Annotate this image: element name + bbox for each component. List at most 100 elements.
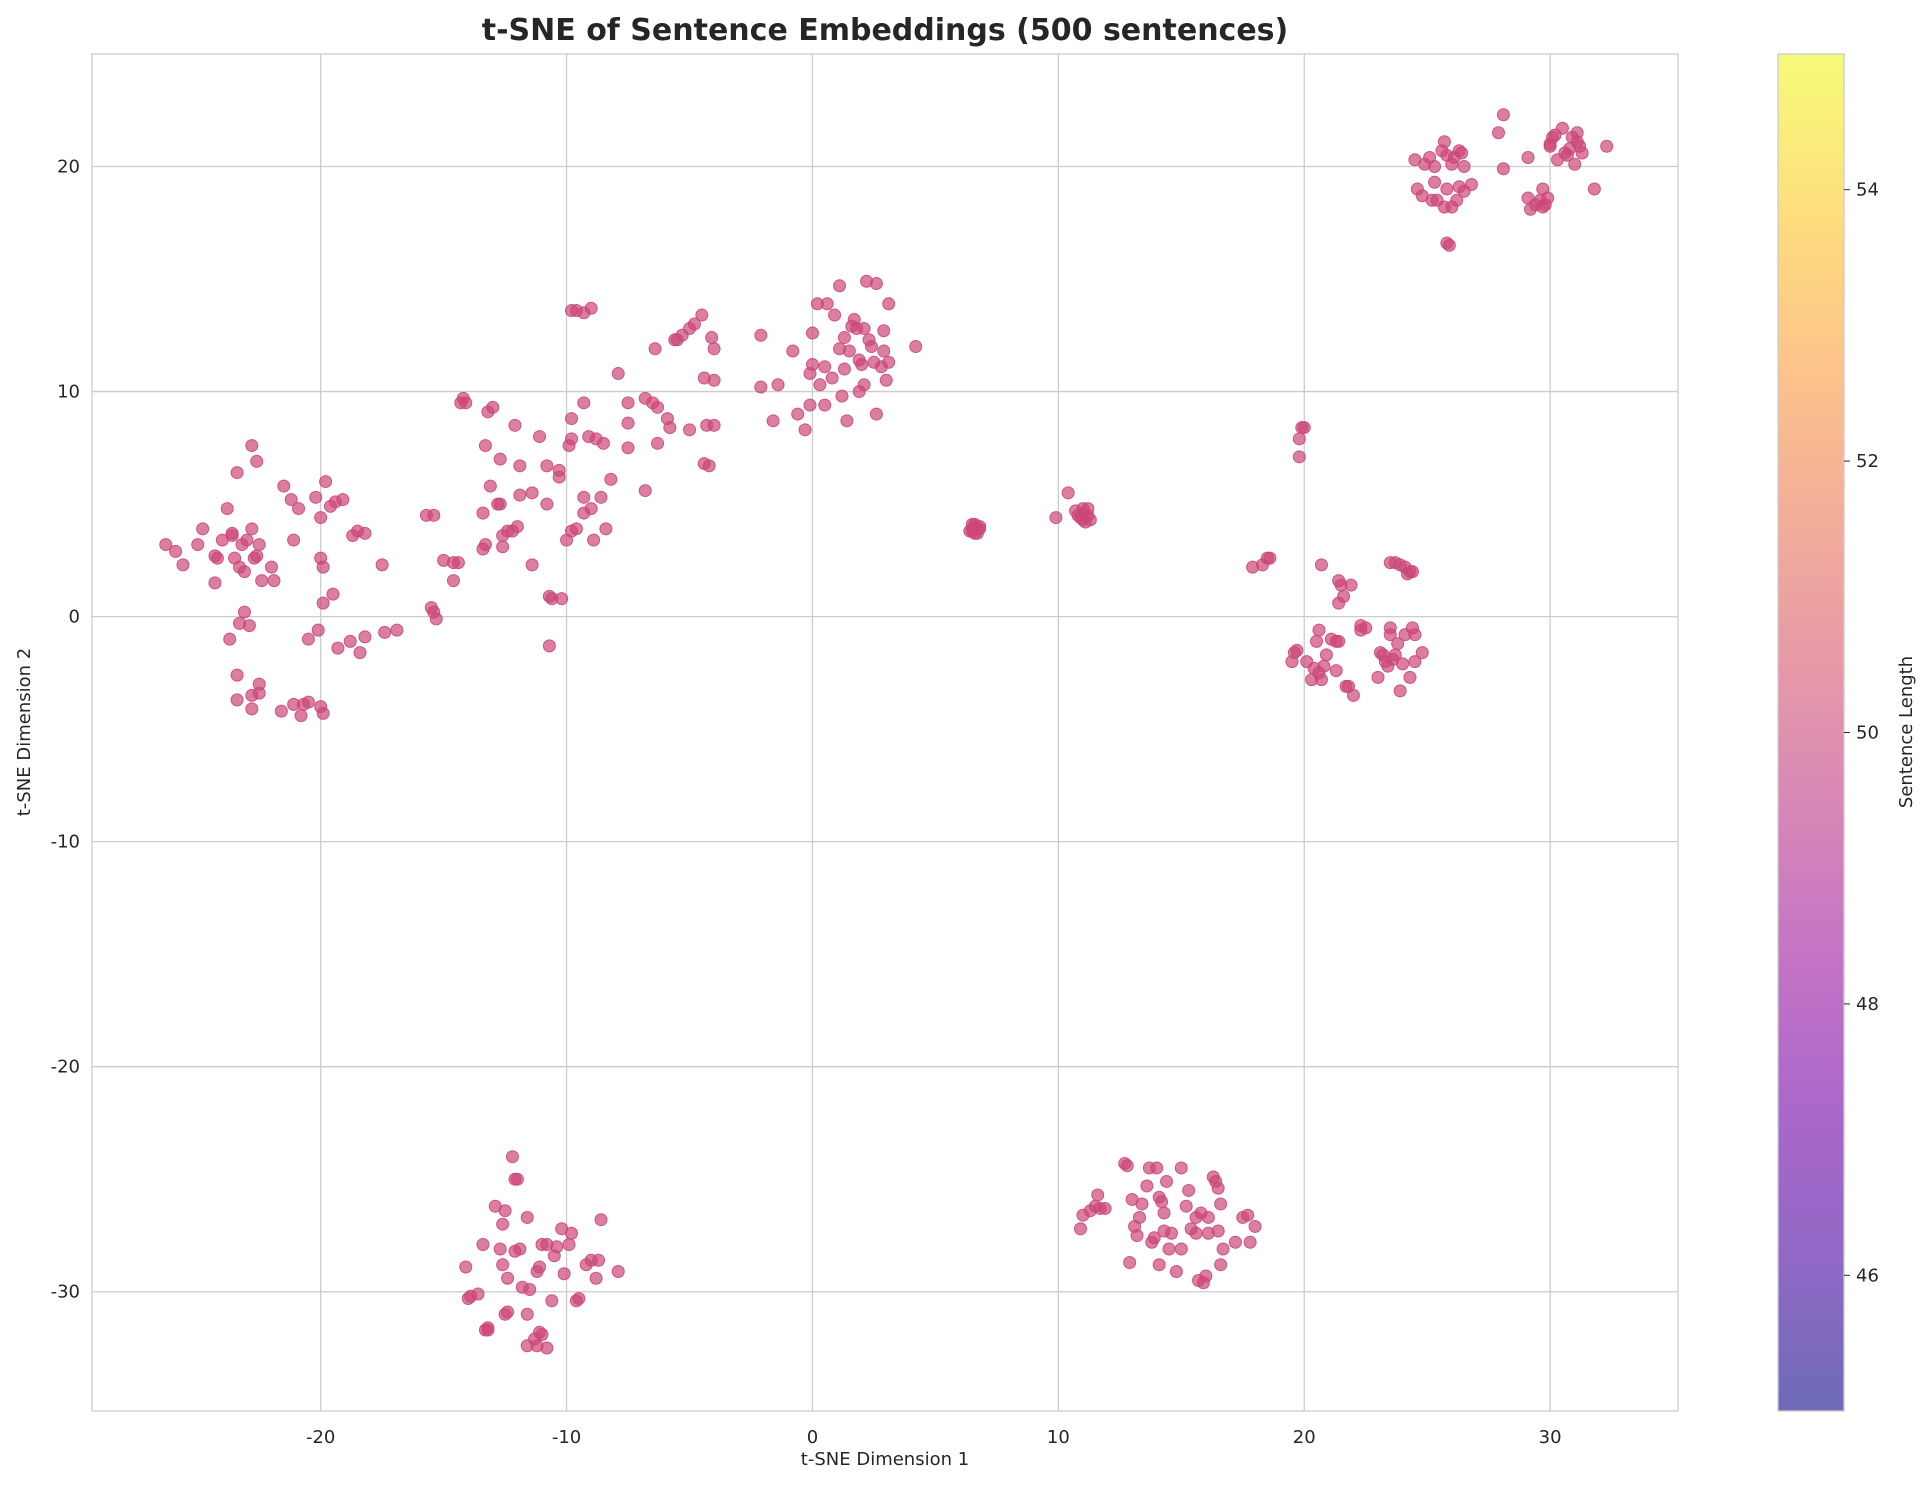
scatter-point xyxy=(825,371,839,385)
scatter-point xyxy=(225,526,239,540)
scatter-point xyxy=(1541,191,1555,205)
scatter-point xyxy=(316,706,330,720)
y-tick-label: 0 xyxy=(69,607,80,628)
scatter-point xyxy=(267,574,281,588)
scatter-point xyxy=(855,358,869,372)
scatter-point xyxy=(169,544,183,558)
scatter-point xyxy=(284,493,298,507)
scatter-point xyxy=(208,576,222,590)
y-axis-label: t-SNE Dimension 2 xyxy=(14,648,35,816)
scatter-point xyxy=(857,378,871,392)
scatter-point xyxy=(550,1240,564,1254)
scatter-point xyxy=(427,508,441,522)
scatter-point xyxy=(525,486,539,500)
scatter-point xyxy=(621,416,635,430)
scatter-point xyxy=(533,430,547,444)
scatter-point xyxy=(1319,648,1333,662)
scatter-point xyxy=(1437,135,1451,149)
scatter-point xyxy=(577,396,591,410)
y-tick-label: -20 xyxy=(51,1057,80,1078)
scatter-point xyxy=(486,400,500,414)
scatter-point xyxy=(1216,1242,1230,1256)
scatter-point xyxy=(545,1294,559,1308)
scatter-point xyxy=(296,697,310,711)
scatter-point xyxy=(265,560,279,574)
scatter-point xyxy=(309,490,323,504)
scatter-point xyxy=(805,358,819,372)
scatter-point xyxy=(540,497,554,511)
scatter-point xyxy=(230,466,244,480)
scatter-point xyxy=(1464,178,1478,192)
scatter-point xyxy=(533,1260,547,1274)
scatter-point xyxy=(1393,684,1407,698)
scatter-point xyxy=(1555,121,1569,135)
scatter-point xyxy=(358,630,372,644)
scatter-point xyxy=(1214,1258,1228,1272)
scatter-point xyxy=(525,558,539,572)
scatter-point xyxy=(287,533,301,547)
scatter-point xyxy=(695,308,709,322)
scatter-point xyxy=(316,560,330,574)
scatter-point xyxy=(220,502,234,516)
scatter-point xyxy=(1263,551,1277,565)
scatter-point xyxy=(1496,108,1510,122)
scatter-point xyxy=(584,502,598,516)
scatter-point xyxy=(459,396,473,410)
scatter-point xyxy=(1081,508,1095,522)
scatter-point xyxy=(1428,160,1442,174)
scatter-point xyxy=(1428,175,1442,189)
scatter-points xyxy=(159,108,1614,1355)
scatter-point xyxy=(798,423,812,437)
scatter-point xyxy=(818,360,832,374)
scatter-point xyxy=(245,522,259,536)
scatter-point xyxy=(1450,193,1464,207)
scatter-point xyxy=(594,490,608,504)
scatter-point xyxy=(245,702,259,716)
scatter-point xyxy=(1346,688,1360,702)
scatter-point xyxy=(159,538,173,552)
scatter-point xyxy=(1344,578,1358,592)
scatter-point xyxy=(835,389,849,403)
scatter-point xyxy=(250,454,264,468)
scatter-point xyxy=(1391,637,1405,651)
scatter-point xyxy=(1248,1219,1262,1233)
scatter-point xyxy=(533,1325,547,1339)
scatter-point xyxy=(1214,1197,1228,1211)
scatter-point xyxy=(1317,659,1331,673)
scatter-point xyxy=(1140,1179,1154,1193)
scatter-point xyxy=(818,398,832,412)
scatter-point xyxy=(1152,1258,1166,1272)
scatter-point xyxy=(877,344,891,358)
scatter-point xyxy=(513,459,527,473)
scatter-point xyxy=(754,328,768,342)
plot-frame xyxy=(91,53,1679,1412)
scatter-point xyxy=(319,475,333,489)
scatter-point xyxy=(840,414,854,428)
chart-title: t-SNE of Sentence Embeddings (500 senten… xyxy=(482,13,1289,48)
colorbar-tick-label: 50 xyxy=(1856,723,1879,744)
scatter-point xyxy=(191,538,205,552)
colorbar-tick-label: 46 xyxy=(1856,1265,1879,1286)
scatter-point xyxy=(353,646,367,660)
scatter-point xyxy=(683,423,697,437)
scatter-point xyxy=(513,488,527,502)
scatter-point xyxy=(498,1307,512,1321)
scatter-point xyxy=(314,511,328,525)
scatter-point xyxy=(245,439,259,453)
scatter-point xyxy=(621,441,635,455)
colorbar-label: Sentence Length xyxy=(1896,656,1917,808)
scatter-point xyxy=(1329,664,1343,678)
scatter-point xyxy=(557,1267,571,1281)
scatter-point xyxy=(1337,589,1351,603)
scatter-point xyxy=(1496,162,1510,176)
scatter-point xyxy=(1123,1255,1137,1269)
scatter-point xyxy=(520,1210,534,1224)
scatter-point xyxy=(882,297,896,311)
x-axis-label: t-SNE Dimension 1 xyxy=(801,1449,969,1470)
scatter-point xyxy=(1182,1183,1196,1197)
scatter-point xyxy=(1164,1226,1178,1240)
scatter-point xyxy=(1157,1206,1171,1220)
scatter-point xyxy=(651,400,665,414)
scatter-point xyxy=(483,479,497,493)
scatter-point xyxy=(1174,1242,1188,1256)
